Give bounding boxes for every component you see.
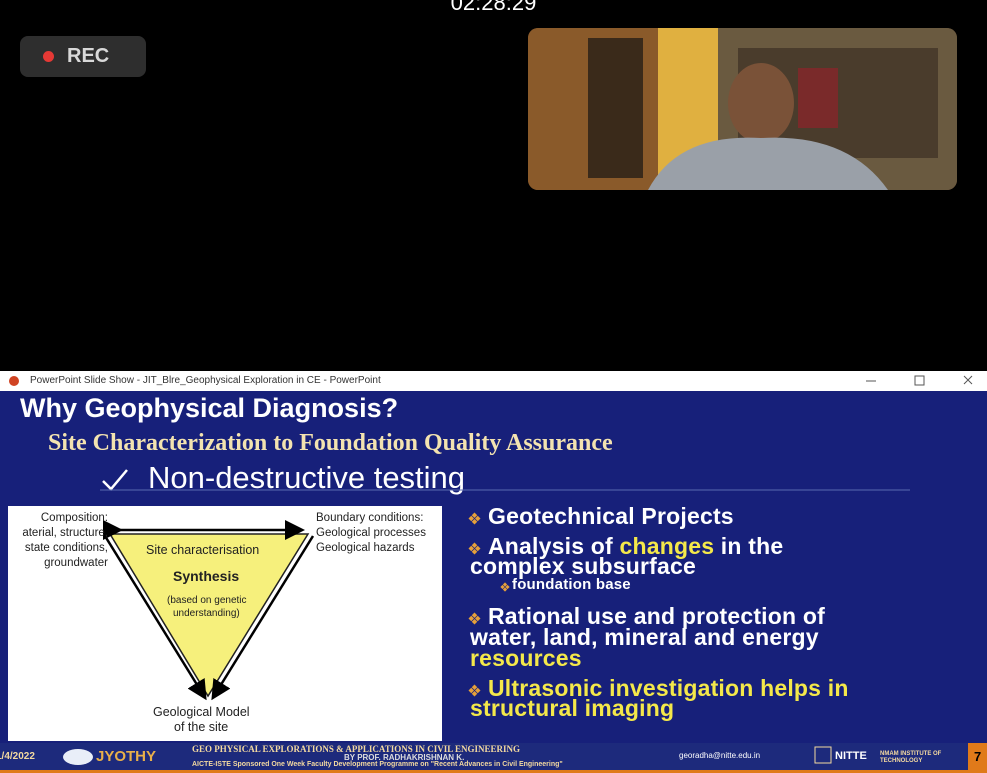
bullet-line: resources <box>470 645 582 672</box>
diagram-right-label: Geological hazards <box>316 542 414 554</box>
close[interactable] <box>964 376 972 384</box>
record-dot <box>43 51 54 62</box>
diagram-note: (based on genetic <box>167 595 247 606</box>
footer-email: georadha@nitte.edu.in <box>679 751 760 760</box>
footer-page: 7 <box>974 749 981 764</box>
diagram-caption: Site characterisation <box>146 543 259 557</box>
diagram-bottom-label: of the site <box>174 720 228 734</box>
footer-date: 1/4/2022 <box>0 751 35 762</box>
bullet-line: Geotechnical Projects <box>488 503 734 530</box>
diagram-left-label: aterial, structure, <box>22 527 108 539</box>
heading-rule <box>100 489 910 493</box>
diagram-note: understanding) <box>173 608 240 619</box>
bullet-text: structural imaging <box>470 695 674 721</box>
sub-bullet: foundation base <box>512 576 631 593</box>
diagram-left-label: Composition: <box>41 512 108 524</box>
slide-subtitle: Site Characterization to Foundation Qual… <box>48 430 613 457</box>
diagram-bottom-label: Geological Model <box>153 705 250 719</box>
screen: {"timer": "02:28:29", "recording": {"lab… <box>0 0 987 773</box>
window-controls[interactable] <box>860 373 980 389</box>
footer-college: JYOTHY <box>96 748 156 765</box>
video-feed <box>528 28 957 190</box>
bullet-text: Geotechnical Projects <box>488 503 734 529</box>
bullet-text: in the <box>714 533 783 559</box>
footer-institute-full: NMAM INSTITUTE OF TECHNOLOGY <box>880 751 960 765</box>
bullet-line: structural imaging <box>470 695 674 722</box>
app-icon <box>8 375 22 387</box>
slide-title: Why Geophysical Diagnosis? <box>20 393 398 424</box>
footer-programme: AICTE-ISTE Sponsored One Week Faculty De… <box>192 761 563 768</box>
timer: 02:28:29 <box>0 0 987 16</box>
maximize[interactable] <box>915 376 924 385</box>
footer-institute: NITTE <box>835 750 867 762</box>
window-title: PowerPoint Slide Show - JIT_Blre_Geophys… <box>30 375 381 386</box>
diagram-left-label: groundwater <box>44 557 108 569</box>
bullet-icon <box>500 582 510 592</box>
diagram-right-label: Geological processes <box>316 527 426 539</box>
bullet-text: resources <box>470 645 582 671</box>
diagram-center-title: Synthesis <box>173 568 239 584</box>
record-label: REC <box>67 45 109 68</box>
diagram-right-label: Boundary conditions: <box>316 512 423 524</box>
diagram-left-label: state conditions, <box>25 542 108 554</box>
bullet-icon <box>468 512 481 525</box>
